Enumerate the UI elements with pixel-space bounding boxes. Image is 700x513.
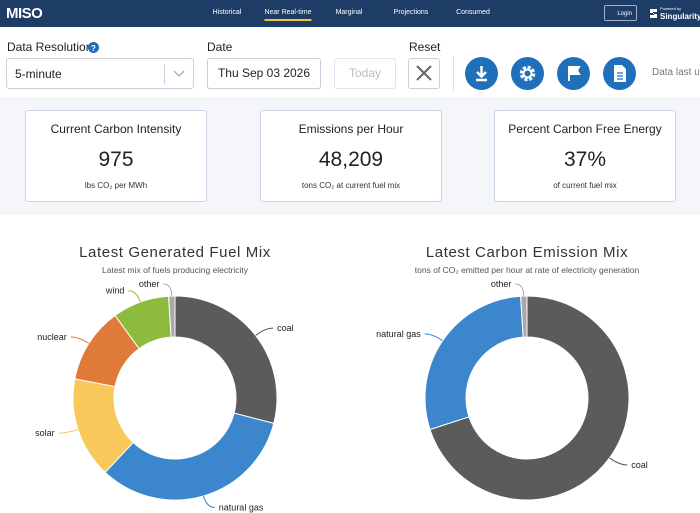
chart-title: Latest Carbon Emission Mix [426, 244, 628, 261]
nav-item[interactable]: Near Real-time [264, 9, 312, 21]
reset-label: Reset [409, 40, 441, 54]
slice-label: other [139, 279, 160, 289]
slice-label: natural gas [219, 502, 264, 512]
slice [104, 412, 275, 501]
leader-line [255, 327, 274, 336]
leader-line [202, 495, 215, 508]
date-label: Date [207, 40, 233, 54]
chart-subtitle: tons of CO₂ emitted per hour at rate of … [415, 265, 640, 275]
leader-line [515, 283, 525, 297]
slice-label: wind [105, 286, 125, 296]
card-unit: lbs CO₂ per MWh [84, 181, 148, 190]
slice [424, 295, 524, 431]
summary-card: Percent Carbon Free Energy 37% of current … [494, 110, 676, 202]
nav-item[interactable]: Historical [212, 9, 242, 16]
slice-label: coal [631, 460, 648, 470]
charts: Latest Generated Fuel Mix Latest mix of f… [35, 244, 648, 512]
nav-item[interactable]: Consumed [456, 9, 490, 16]
card-unit: tons CO₂ at current fuel mix [301, 181, 401, 190]
brand-icon [650, 9, 657, 18]
reset-button[interactable] [408, 58, 440, 89]
summary-card: Emissions per Hour 48,209 tons CO₂ at curr… [260, 110, 442, 202]
svg-text:?: ? [91, 44, 96, 53]
download-button[interactable] [465, 57, 498, 90]
leader-line [128, 290, 141, 303]
slice-label: nuclear [37, 332, 67, 342]
leader-line [163, 283, 173, 297]
card-value: 975 [98, 148, 134, 171]
powered-by: Powered by [660, 6, 682, 11]
logo[interactable]: MISO [6, 5, 43, 22]
settings-button[interactable] [511, 57, 544, 90]
date-input[interactable]: Thu Sep 03 2026 [207, 58, 321, 89]
slice [168, 295, 176, 338]
chart-title: Latest Generated Fuel Mix [79, 244, 271, 261]
resolution-select[interactable]: 5-minute [6, 58, 194, 89]
resolution-label: Data Resolution [7, 40, 93, 54]
card-value: 37% [563, 148, 607, 171]
card-title: Emissions per Hour [298, 122, 404, 136]
top-bar: MISO Historical Near Real-time Marginal … [0, 0, 700, 27]
leader-line [609, 457, 628, 466]
help-icon[interactable]: ? [88, 42, 99, 53]
nav-item[interactable]: Projections [393, 9, 429, 16]
login-button[interactable]: Login [604, 5, 637, 21]
brand: Singularity [660, 12, 700, 21]
slice-label: solar [35, 428, 55, 438]
slice-label: natural gas [376, 329, 421, 339]
slice [520, 295, 528, 338]
slice [174, 295, 278, 424]
slice-label: coal [277, 323, 294, 333]
status-text: Data last up [652, 67, 700, 78]
flag-button[interactable] [557, 57, 590, 90]
chart-subtitle: Latest mix of fuels producing electricit… [102, 265, 249, 275]
card-title: Current Carbon Intensity [50, 122, 182, 136]
slice [429, 295, 630, 501]
summary-card: Current Carbon Intensity 975 lbs CO₂ per M… [25, 110, 207, 202]
leader-line [424, 333, 443, 342]
resolution-value: 5-minute [15, 67, 62, 81]
card-unit: of current fuel mix [553, 181, 617, 190]
card-title: Percent Carbon Free Energy [508, 122, 662, 136]
card-value: 48,209 [318, 148, 384, 171]
today-button[interactable]: Today [334, 58, 396, 89]
leader-line [58, 429, 79, 434]
leader-line [70, 336, 90, 344]
slice-label: other [491, 279, 512, 289]
report-button[interactable] [603, 57, 636, 90]
nav-item[interactable]: Marginal [335, 9, 363, 16]
